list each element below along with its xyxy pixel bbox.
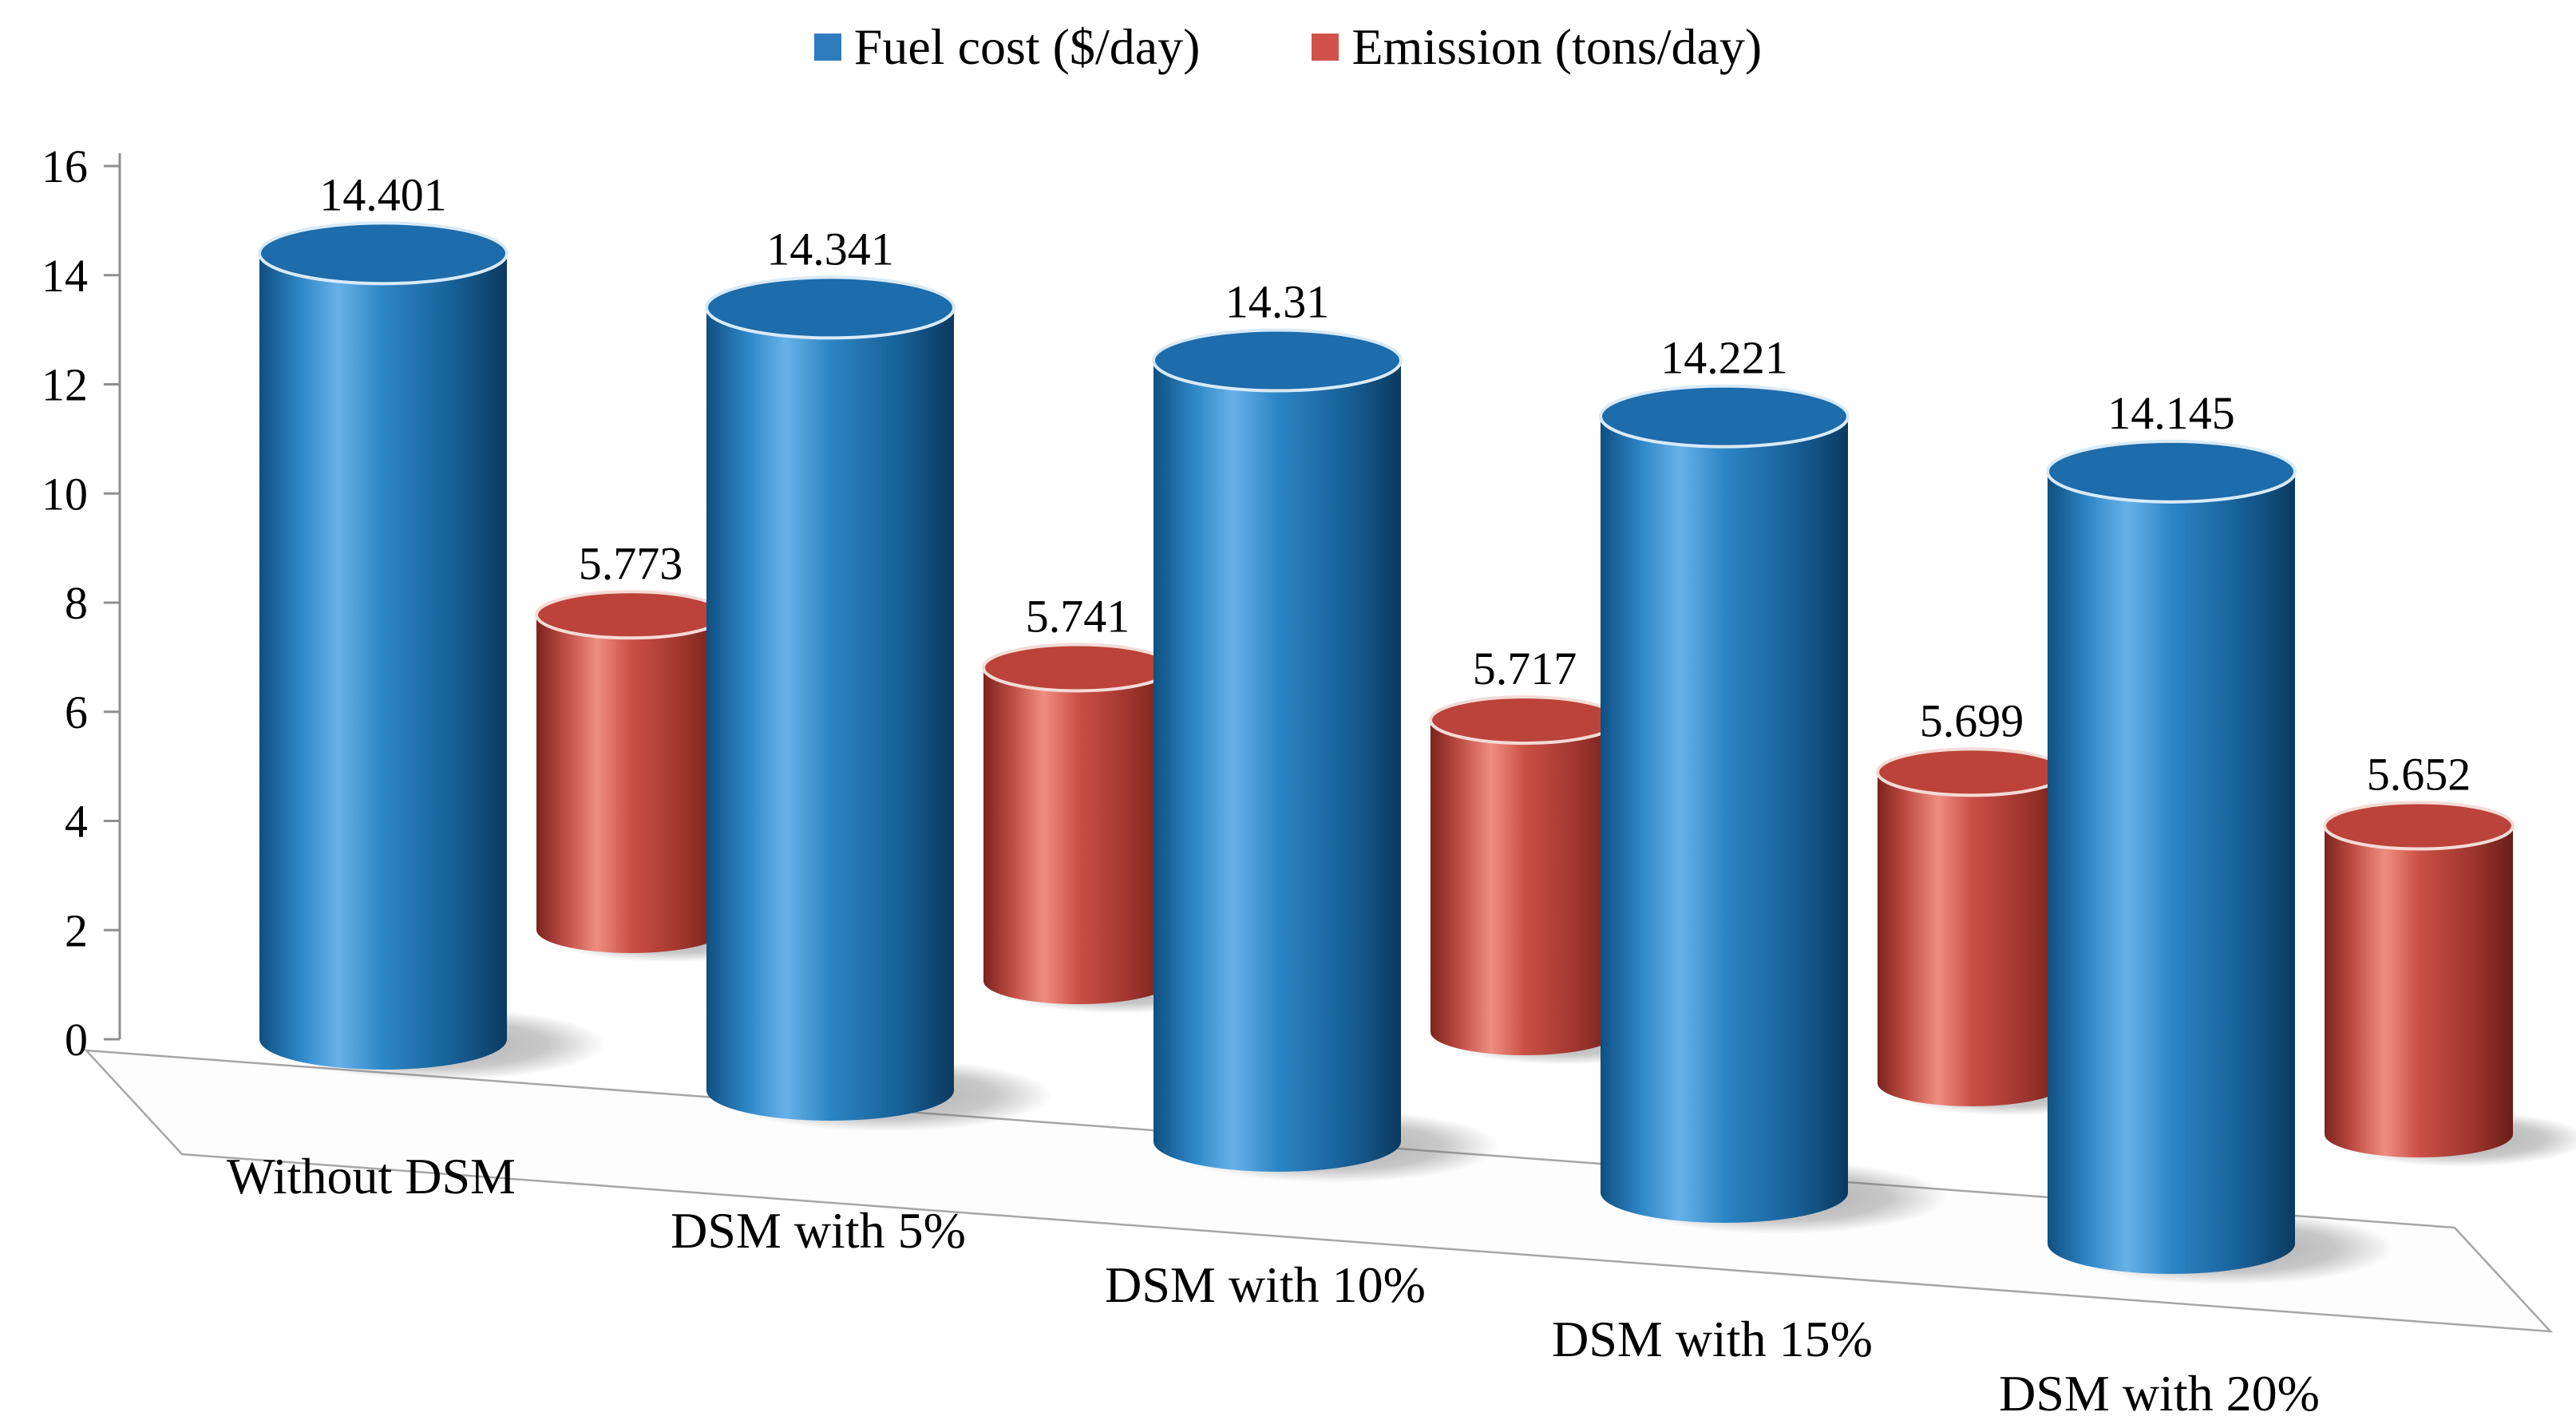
value-label-emission-0: 5.773 [579, 537, 683, 589]
value-label-fuel-cost-4: 14.145 [2107, 387, 2235, 439]
cylinder-emission-3 [1876, 747, 2068, 1106]
value-axis-tick-label: 4 [65, 796, 88, 848]
value-label-fuel-cost-1: 14.341 [766, 223, 894, 275]
category-label-3: DSM with 15% [1552, 1311, 1873, 1367]
cylinder-side-fuel-cost-3 [1601, 416, 1848, 1223]
value-axis-tick-label: 14 [42, 250, 88, 302]
cylinder-top-emission-4 [2323, 801, 2515, 851]
cylinder-top-fuel-cost-4 [2046, 439, 2297, 504]
cylinder-side-fuel-cost-0 [259, 253, 507, 1070]
legend-swatch-emission-icon [1312, 34, 1339, 61]
category-label-1: DSM with 5% [671, 1202, 966, 1259]
cylinder-fuel-cost-2 [1152, 328, 1403, 1173]
cylinder-top-emission-2 [1429, 695, 1620, 746]
value-axis-tick-label: 16 [42, 140, 88, 192]
cylinder-top-emission-3 [1876, 747, 2068, 797]
chart-legend: Fuel cost ($/day) Emission (tons/day) [0, 18, 2576, 77]
cylinder-emission-4 [2323, 801, 2515, 1157]
cylinder-top-fuel-cost-3 [1599, 384, 1850, 449]
value-label-emission-2: 5.717 [1473, 643, 1577, 694]
cylinder-side-fuel-cost-1 [706, 307, 954, 1121]
value-label-emission-4: 5.652 [2367, 749, 2471, 801]
value-label-fuel-cost-3: 14.221 [1660, 332, 1788, 384]
cylinder-side-fuel-cost-2 [1153, 360, 1401, 1173]
cylinder-top-fuel-cost-1 [705, 275, 956, 340]
value-label-emission-1: 5.741 [1026, 590, 1130, 642]
legend-swatch-fuel-cost-icon [813, 34, 841, 61]
cylinder-side-emission-0 [536, 615, 725, 953]
value-label-emission-3: 5.699 [1920, 694, 2024, 746]
cylinder-fuel-cost-3 [1599, 384, 1850, 1223]
cylinder-emission-2 [1429, 695, 1620, 1055]
cylinder-side-emission-1 [983, 667, 1172, 1004]
cylinder-fuel-cost-1 [705, 275, 956, 1121]
cylinder-top-emission-0 [535, 590, 726, 640]
category-label-0: Without DSM [227, 1148, 516, 1204]
cylinder-emission-1 [982, 643, 1173, 1004]
value-label-fuel-cost-2: 14.31 [1225, 276, 1330, 328]
cylinder-top-emission-1 [982, 643, 1173, 693]
cylinder-emission-0 [535, 590, 726, 953]
value-label-fuel-cost-0: 14.401 [319, 168, 447, 220]
legend-label-emission: Emission (tons/day) [1351, 18, 1763, 75]
value-axis-tick-label: 8 [65, 577, 88, 629]
legend-item-emission: Emission (tons/day) [1312, 18, 1762, 77]
cylinder-side-emission-3 [1878, 772, 2066, 1106]
cylinder-top-fuel-cost-2 [1152, 328, 1403, 393]
cylinder-fuel-cost-0 [258, 221, 508, 1070]
value-axis-tick-label: 0 [65, 1014, 88, 1066]
value-axis-tick-label: 10 [42, 468, 88, 520]
value-axis-tick-label: 2 [65, 904, 88, 956]
category-label-4: DSM with 20% [1999, 1365, 2320, 1420]
cylinder-top-fuel-cost-0 [258, 221, 508, 286]
value-axis-tick-label: 6 [65, 686, 88, 738]
cylinder-side-fuel-cost-4 [2048, 471, 2295, 1274]
cylinder-fuel-cost-4 [2046, 439, 2297, 1274]
legend-label-fuel-cost: Fuel cost ($/day) [853, 18, 1201, 75]
legend-item-fuel-cost: Fuel cost ($/day) [813, 18, 1201, 77]
cylinder-side-emission-4 [2325, 825, 2513, 1157]
value-axis-tick-label: 12 [42, 359, 88, 411]
cylinder-side-emission-2 [1430, 720, 1619, 1055]
category-label-2: DSM with 10% [1105, 1256, 1426, 1313]
